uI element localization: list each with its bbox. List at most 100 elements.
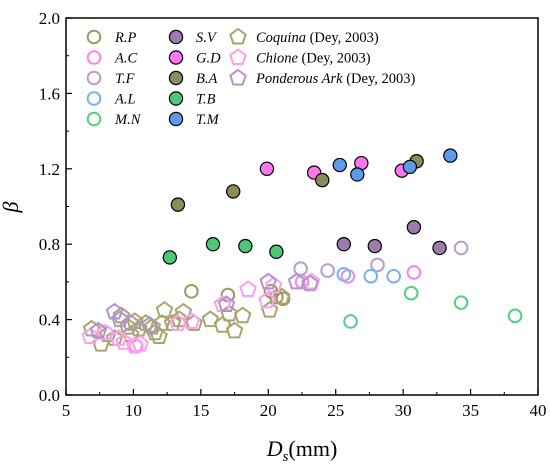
y-tick-label: 0.0 (39, 386, 60, 405)
point-coquina (233, 306, 252, 324)
y-tick-label: 0.4 (39, 311, 61, 330)
point-r-p (184, 284, 199, 299)
point-coquina (112, 306, 131, 324)
x-tick-label: 20 (260, 401, 277, 420)
point-ponderous-ark (259, 272, 278, 290)
legend-label-a-l: A.L (114, 92, 136, 108)
point-coquina (260, 300, 279, 318)
y-axis-title: β (0, 201, 23, 213)
point-t-b (162, 250, 178, 265)
legend-marker-t-m (168, 111, 184, 127)
legend-label-m-n: M.N (114, 112, 142, 128)
point-s-v (406, 220, 422, 235)
point-coquina (150, 327, 168, 345)
point-r-p (275, 291, 291, 307)
point-t-m (402, 159, 418, 175)
legend-marker-ponderous-ark (229, 68, 247, 86)
point-chione (125, 336, 144, 354)
point-m-n (507, 308, 523, 324)
point-m-n (403, 285, 419, 301)
x-tick-label: 15 (192, 401, 209, 420)
point-coquina (272, 287, 291, 305)
legend-label-chione: Chione (Dey, 2003) (256, 51, 371, 67)
point-coquina (185, 314, 203, 331)
point-ponderous-ark (301, 274, 319, 292)
point-t-b (269, 244, 284, 259)
point-ponderous-ark (89, 321, 108, 339)
legend-label-s-v: S.V (196, 30, 218, 46)
point-m-n (343, 314, 358, 329)
point-m-n (453, 295, 469, 310)
legend-label-b-a: B.A (196, 71, 217, 87)
legend-label-r-p: R.P (114, 30, 136, 46)
axis-ticks: 5 10 15 20 25 30 35 40 0.0 0.4 0.8 1.2 1.6 2.0 (39, 9, 547, 420)
legend-marker-r-p (86, 29, 102, 45)
point-b-a (170, 197, 186, 212)
point-s-v (367, 238, 383, 254)
point-ponderous-ark (121, 314, 140, 331)
legend-label-t-b: T.B (196, 92, 216, 108)
legend-label-a-c: A.C (114, 51, 137, 67)
point-coquina (152, 314, 171, 331)
point-s-v (432, 240, 447, 256)
legend-marker-m-n (86, 111, 102, 127)
point-s-v (336, 236, 352, 252)
point-chione (239, 280, 257, 297)
legend-marker-a-l (86, 91, 102, 106)
point-ponderous-ark (105, 302, 124, 320)
point-t-f (320, 263, 335, 278)
data-points (81, 148, 523, 354)
legend-marker-b-a (168, 70, 184, 86)
y-tick-label: 0.8 (39, 235, 60, 254)
point-b-a (315, 172, 330, 188)
point-coquina (213, 316, 232, 333)
point-t-b (205, 236, 221, 252)
legend-label-coquina: Coquina (Dey, 2003) (256, 30, 379, 46)
point-t-b (238, 238, 253, 254)
point-t-m (332, 157, 347, 173)
legend-marker-a-c (86, 50, 102, 65)
point-b-a (226, 184, 241, 199)
x-tick-label: 10 (125, 401, 142, 420)
x-axis-title-subscript: s (283, 449, 289, 465)
point-a-l (336, 267, 352, 282)
legend-marker-t-b (168, 91, 184, 106)
point-chione (131, 334, 149, 352)
point-a-l (363, 268, 379, 284)
point-ponderous-ark (217, 295, 236, 312)
point-chione (115, 332, 133, 350)
point-t-m (350, 167, 365, 182)
legend-marker-g-d (168, 50, 184, 65)
point-coquina (155, 300, 174, 318)
legend-marker-s-v (168, 29, 184, 45)
point-t-m (443, 148, 458, 163)
point-a-l (386, 268, 402, 284)
point-coquina (201, 310, 220, 328)
legend: R.P A.C T.F A.L M.N S.V G.D B.A T.B T.M Coquina (D… (86, 27, 416, 128)
y-tick-label: 1.6 (39, 84, 60, 103)
point-chione (81, 327, 100, 345)
legend-marker-t-f (86, 70, 102, 86)
x-tick-label: 25 (327, 401, 344, 420)
point-chione (96, 323, 114, 341)
point-g-d (259, 161, 275, 176)
x-tick-label: 5 (62, 401, 71, 420)
x-tick-label: 30 (395, 401, 412, 420)
legend-label-t-m: T.M (196, 112, 220, 128)
legend-marker-coquina (229, 27, 247, 45)
point-chione (264, 276, 283, 294)
point-coquina (225, 321, 244, 339)
legend-label-t-f: T.F (115, 71, 135, 87)
point-ponderous-ark (140, 316, 159, 333)
point-t-f (453, 240, 469, 256)
point-chione (182, 312, 201, 329)
y-tick-label: 1.2 (39, 160, 60, 179)
point-coquina (170, 310, 189, 328)
legend-marker-chione (229, 48, 247, 65)
point-t-f (370, 257, 385, 273)
x-axis-title: Ds(mm) (266, 436, 338, 465)
legend-label-ponderous-ark: Ponderous Ark (Dey, 2003) (255, 71, 416, 87)
point-chione (258, 291, 276, 309)
legend-label-g-d: G.D (196, 51, 221, 67)
point-coquina (82, 319, 101, 337)
